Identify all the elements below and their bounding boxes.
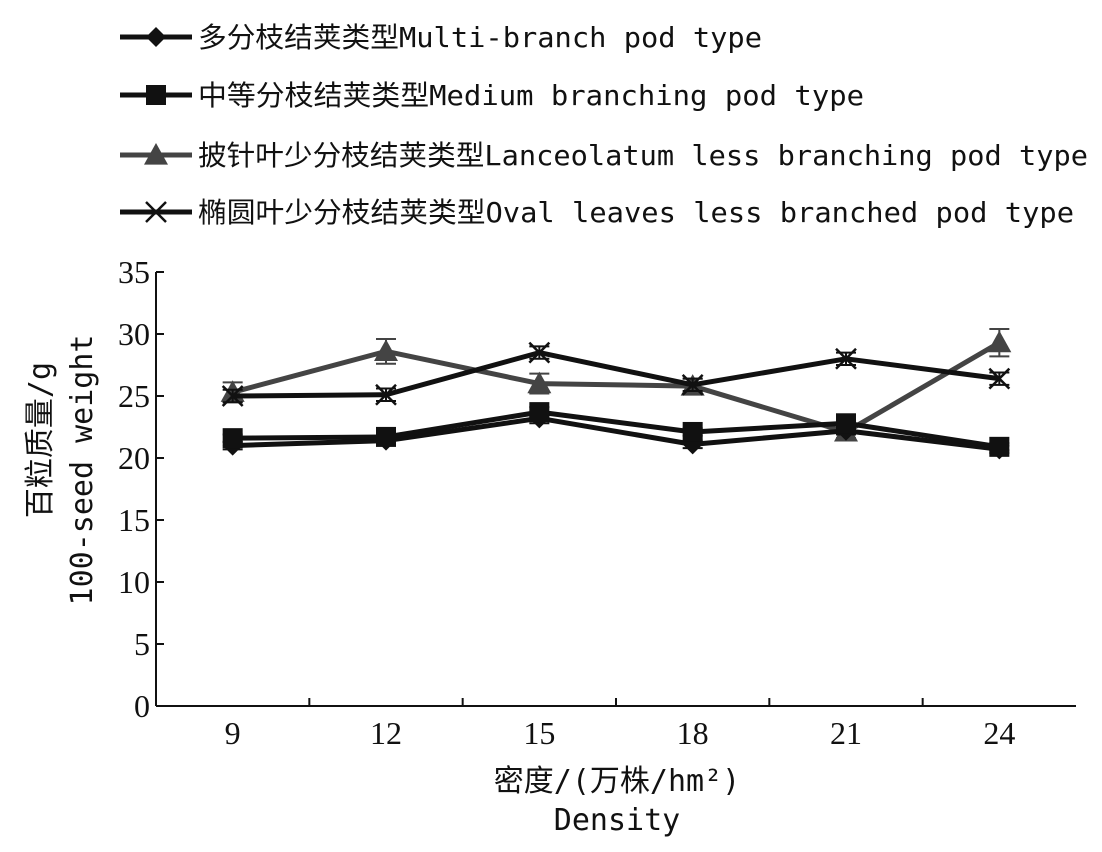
y-tick-label: 35 — [118, 254, 150, 290]
series-line — [232, 350, 1000, 399]
data-point — [529, 402, 550, 423]
legend-label: 披针叶少分枝结荚类型Lanceolatum less branching pod… — [198, 139, 1088, 172]
data-point — [527, 371, 552, 394]
data-point — [987, 330, 1012, 353]
series-diamond — [222, 408, 1010, 460]
x-tick-label: 18 — [677, 715, 709, 751]
y-axis-title: 百粒质量/g — [23, 362, 58, 518]
data-point — [835, 347, 857, 370]
data-point — [682, 421, 703, 442]
x-tick-label: 15 — [523, 715, 555, 751]
x-tick-label: 21 — [830, 715, 862, 751]
y-tick-label: 0 — [134, 688, 150, 724]
y-axis-title-en: 100-seed weight — [65, 335, 100, 606]
x-tick-label: 9 — [225, 715, 241, 751]
axes — [155, 272, 1076, 707]
y-tick-label: 15 — [118, 502, 150, 538]
series-triangle — [220, 328, 1012, 442]
y-tick-label: 25 — [118, 378, 150, 414]
data-point — [988, 367, 1011, 390]
x-ticks: 9 12 15 18 21 24 — [225, 698, 1015, 751]
legend-label: 椭圆叶少分枝结荚类型Oval leaves less branched pod … — [198, 196, 1074, 229]
legend-item: 中等分枝结荚类型Medium branching pod type — [120, 79, 864, 112]
series-line — [232, 340, 1001, 435]
legend-item: 多分枝结荚类型Multi-branch pod type — [120, 21, 762, 54]
series-square — [222, 402, 1010, 457]
x-axis-title: 密度/(万株/hm²) — [494, 764, 740, 799]
y-tick-label: 20 — [118, 440, 150, 476]
legend-marker — [144, 143, 168, 165]
x-tick-label: 12 — [370, 715, 402, 751]
y-tick-label: 30 — [118, 316, 150, 352]
series-line — [232, 415, 1000, 452]
legend-item: 椭圆叶少分枝结荚类型Oval leaves less branched pod … — [120, 196, 1074, 229]
data-point — [528, 341, 551, 364]
series-x — [221, 341, 1011, 407]
y-tick-label: 5 — [134, 626, 150, 662]
legend-marker — [146, 85, 166, 105]
legend-label: 中等分枝结荚类型Medium branching pod type — [198, 79, 864, 112]
plot-area — [220, 328, 1012, 460]
data-point — [375, 383, 397, 406]
legend-marker — [145, 201, 167, 223]
data-point — [222, 428, 243, 449]
data-point — [989, 436, 1010, 457]
legend-item: 披针叶少分枝结荚类型Lanceolatum less branching pod… — [120, 139, 1088, 172]
data-point — [221, 385, 244, 407]
y-ticks: 0 5 10 15 20 25 30 35 — [118, 254, 164, 724]
data-point — [374, 339, 398, 361]
y-tick-label: 10 — [118, 564, 150, 600]
series-line — [232, 409, 1000, 450]
legend-label: 多分枝结荚类型Multi-branch pod type — [198, 21, 762, 54]
legend-marker — [146, 27, 166, 47]
data-point — [681, 373, 704, 396]
x-axis-title-en: Density — [554, 803, 680, 838]
x-tick-label: 24 — [983, 715, 1015, 751]
legend: 多分枝结荚类型Multi-branch pod type 中等分枝结荚类型Medi… — [120, 21, 1088, 229]
data-point — [836, 413, 856, 434]
data-point — [376, 426, 396, 447]
